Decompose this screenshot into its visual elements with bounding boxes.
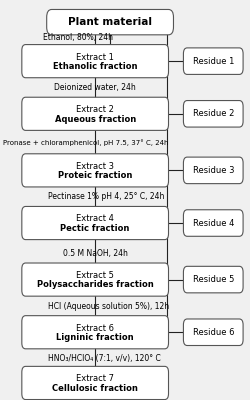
FancyBboxPatch shape <box>184 319 243 346</box>
Text: Ligninic fraction: Ligninic fraction <box>56 333 134 342</box>
Text: Plant material: Plant material <box>68 17 152 27</box>
FancyBboxPatch shape <box>22 154 169 187</box>
Text: Cellulosic fraction: Cellulosic fraction <box>52 384 138 393</box>
Text: 0.5 M NaOH, 24h: 0.5 M NaOH, 24h <box>63 248 128 258</box>
Text: Extract 7: Extract 7 <box>76 374 114 383</box>
Text: Extract 6: Extract 6 <box>76 324 114 333</box>
Text: Extract 2: Extract 2 <box>76 105 114 114</box>
FancyBboxPatch shape <box>22 316 169 349</box>
Text: Extract 4: Extract 4 <box>76 214 114 224</box>
Text: Pectinase 1% pH 4, 25° C, 24h: Pectinase 1% pH 4, 25° C, 24h <box>48 192 164 201</box>
Text: Ethanol, 80%, 24h: Ethanol, 80%, 24h <box>43 33 113 42</box>
Text: Aqueous fraction: Aqueous fraction <box>54 114 136 124</box>
Text: Extract 5: Extract 5 <box>76 271 114 280</box>
Text: Polysaccharides fraction: Polysaccharides fraction <box>37 280 154 289</box>
FancyBboxPatch shape <box>184 157 243 184</box>
Text: Pectic fraction: Pectic fraction <box>60 224 130 233</box>
FancyBboxPatch shape <box>184 210 243 236</box>
FancyBboxPatch shape <box>22 44 169 78</box>
Text: HCl (Aqueous solution 5%), 12h: HCl (Aqueous solution 5%), 12h <box>48 302 169 311</box>
Text: Proteic fraction: Proteic fraction <box>58 171 132 180</box>
Text: Extract 1: Extract 1 <box>76 52 114 62</box>
FancyBboxPatch shape <box>184 100 243 127</box>
Text: Pronase + chloramphenicol, pH 7.5, 37° C, 24h: Pronase + chloramphenicol, pH 7.5, 37° C… <box>3 140 169 146</box>
Text: Residue 6: Residue 6 <box>192 328 234 337</box>
FancyBboxPatch shape <box>22 263 169 296</box>
Text: Residue 5: Residue 5 <box>192 275 234 284</box>
FancyBboxPatch shape <box>22 97 169 130</box>
Text: Extract 3: Extract 3 <box>76 162 114 171</box>
Text: Residue 3: Residue 3 <box>192 166 234 175</box>
Text: Residue 2: Residue 2 <box>192 109 234 118</box>
Text: Residue 1: Residue 1 <box>192 57 234 66</box>
FancyBboxPatch shape <box>47 10 173 35</box>
FancyBboxPatch shape <box>184 48 243 74</box>
FancyBboxPatch shape <box>22 206 169 240</box>
Text: HNO₃/HClO₄ (7:1, v/v), 120° C: HNO₃/HClO₄ (7:1, v/v), 120° C <box>48 354 161 363</box>
FancyBboxPatch shape <box>184 266 243 293</box>
Text: Residue 4: Residue 4 <box>192 218 234 228</box>
Text: Ethanolic fraction: Ethanolic fraction <box>53 62 138 71</box>
Text: Deionized water, 24h: Deionized water, 24h <box>54 83 136 92</box>
FancyBboxPatch shape <box>22 366 169 400</box>
